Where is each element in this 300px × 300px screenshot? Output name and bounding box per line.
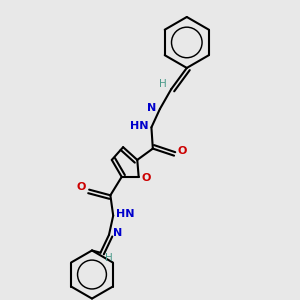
Text: H: H (104, 253, 112, 263)
Text: HN: HN (116, 209, 134, 219)
Text: H: H (159, 79, 167, 89)
Text: O: O (76, 182, 86, 192)
Text: O: O (177, 146, 187, 156)
Text: HN: HN (130, 121, 149, 131)
Text: N: N (147, 103, 156, 112)
Text: O: O (142, 173, 151, 183)
Text: N: N (113, 229, 122, 238)
